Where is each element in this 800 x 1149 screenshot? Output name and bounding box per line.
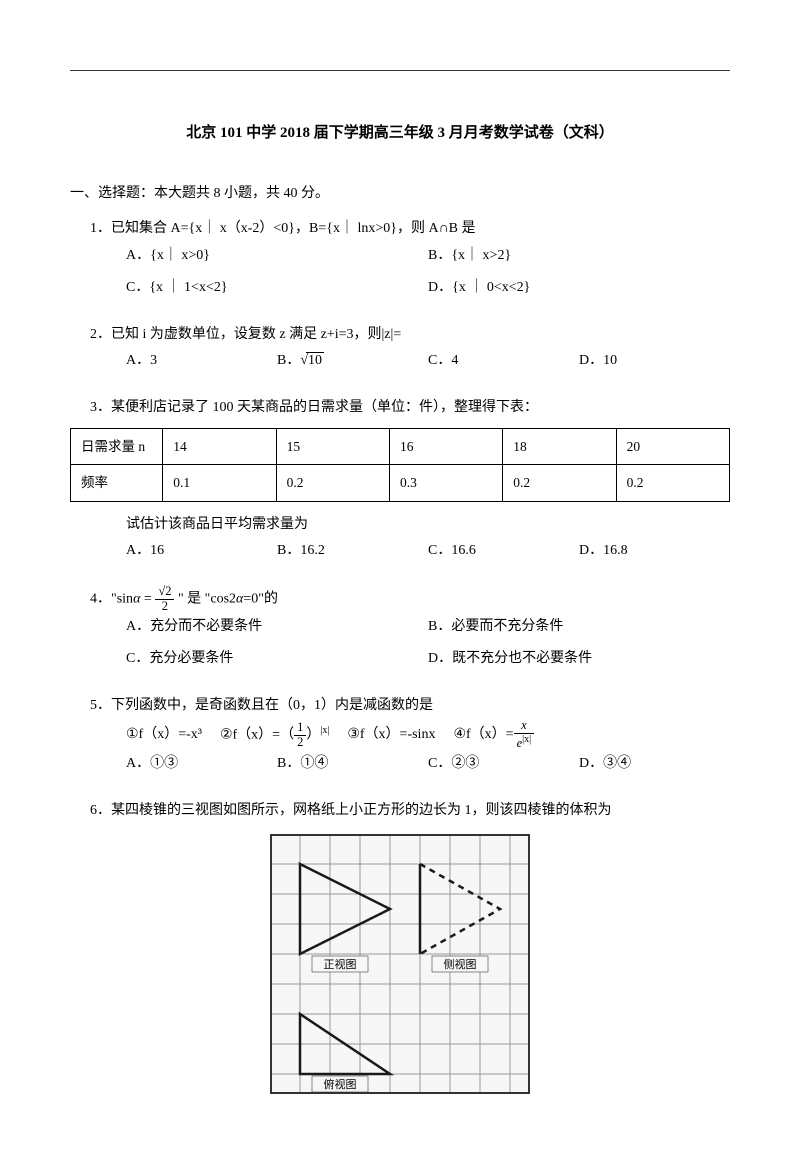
q5-option-d: D．③④: [579, 751, 730, 778]
q1-option-b: B．{x｜ x>2}: [428, 243, 730, 270]
alpha-symbol: α: [133, 592, 140, 607]
q5-func-1: ①f（x）=-x³: [126, 722, 202, 749]
exam-title: 北京 101 中学 2018 届下学期高三年级 3 月月考数学试卷（文科）: [70, 121, 730, 142]
q4-text: =0"的: [243, 592, 278, 607]
q4-option-c: C．充分必要条件: [126, 646, 428, 673]
q3-option-c: C．16.6: [428, 538, 579, 565]
q6-stem: 6．某四棱锥的三视图如图所示，网格纸上小正方形的边长为 1，则该四棱锥的体积为: [70, 798, 730, 825]
q3-sub: 试估计该商品日平均需求量为: [70, 512, 730, 539]
q5-stem: 5．下列函数中，是奇函数且在（0，1）内是减函数的是: [70, 693, 730, 720]
q4-option-b: B．必要而不充分条件: [428, 614, 730, 641]
sqrt-icon: 10: [300, 348, 324, 375]
side-view-label: 侧视图: [444, 957, 477, 971]
fraction: xe|x|: [514, 719, 535, 751]
fraction: 12: [294, 721, 306, 750]
q5-option-c: C．②③: [428, 751, 579, 778]
q4-option-d: D．既不充分也不必要条件: [428, 646, 730, 673]
table-cell: 0.3: [389, 465, 502, 502]
fraction: √2 2: [155, 585, 174, 614]
table-cell: 20: [616, 428, 729, 465]
top-view-label: 俯视图: [324, 1077, 357, 1091]
denominator: 2: [155, 600, 174, 614]
q3-option-b: B．16.2: [277, 538, 428, 565]
table-row: 频率 0.1 0.2 0.3 0.2 0.2: [71, 465, 730, 502]
q3-option-d: D．16.8: [579, 538, 730, 565]
question-2: 2．已知 i 为虚数单位，设复数 z 满足 z+i=3，则|z|= A．3 B．…: [70, 322, 730, 381]
table-cell: 15: [276, 428, 389, 465]
numerator: √2: [155, 585, 174, 600]
table-row: 日需求量 n 14 15 16 18 20: [71, 428, 730, 465]
q1-option-a: A．{x｜ x>0}: [126, 243, 428, 270]
question-6: 6．某四棱锥的三视图如图所示，网格纸上小正方形的边长为 1，则该四棱锥的体积为: [70, 798, 730, 1105]
q4-option-a: A．充分而不必要条件: [126, 614, 428, 641]
q5-option-a: A．①③: [126, 751, 277, 778]
table-cell: 16: [389, 428, 502, 465]
q5-func-2: ②f（x）=（12）|x|: [220, 721, 329, 750]
table-cell: 0.2: [503, 465, 616, 502]
section-heading: 一、选择题：本大题共 8 小题，共 40 分。: [70, 182, 730, 202]
three-view-figure: 正视图 侧视图 俯视图: [70, 834, 730, 1105]
question-5: 5．下列函数中，是奇函数且在（0，1）内是减函数的是 ①f（x）=-x³ ②f（…: [70, 693, 730, 784]
q2-option-c: C．4: [428, 348, 579, 375]
question-1: 1．已知集合 A={x｜ x（x-2）<0}，B={x｜ lnx>0}，则 A∩…: [70, 216, 730, 308]
table-cell: 18: [503, 428, 616, 465]
q5-functions: ①f（x）=-x³ ②f（x）=（12）|x| ③f（x）=-sinx ④f（x…: [70, 719, 730, 751]
q1-option-d: D．{x ｜ 0<x<2}: [428, 275, 730, 302]
page-rule: [70, 70, 730, 71]
three-view-svg: 正视图 侧视图 俯视图: [270, 834, 530, 1094]
table-cell: 14: [163, 428, 276, 465]
q2-b-prefix: B．: [277, 353, 300, 368]
table-cell: 0.2: [616, 465, 729, 502]
q5-option-b: B．①④: [277, 751, 428, 778]
question-4: 4．"sinα = √2 2 " 是 "cos2α=0"的 A．充分而不必要条件…: [70, 585, 730, 679]
q3-table: 日需求量 n 14 15 16 18 20 频率 0.1 0.2 0.3 0.2…: [70, 428, 730, 502]
equals-symbol: =: [144, 592, 152, 607]
question-3: 3．某便利店记录了 100 天某商品的日需求量（单位：件），整理得下表： 日需求…: [70, 395, 730, 571]
q2-option-b: B．10: [277, 348, 428, 375]
q4-stem: 4．"sinα = √2 2 " 是 "cos2α=0"的: [70, 585, 730, 614]
q5-func-4: ④f（x）=xe|x|: [453, 719, 534, 751]
table-cell: 0.2: [276, 465, 389, 502]
q4-text: " 是 "cos2: [178, 592, 236, 607]
front-view-label: 正视图: [324, 957, 357, 971]
q2-option-d: D．10: [579, 348, 730, 375]
q5-func-3: ③f（x）=-sinx: [347, 722, 435, 749]
q3-stem: 3．某便利店记录了 100 天某商品的日需求量（单位：件），整理得下表：: [70, 395, 730, 422]
table-cell: 0.1: [163, 465, 276, 502]
q3-option-a: A．16: [126, 538, 277, 565]
table-cell: 日需求量 n: [71, 428, 163, 465]
q4-text: 4．"sin: [90, 592, 133, 607]
q2-option-a: A．3: [126, 348, 277, 375]
q1-option-c: C．{x ｜ 1<x<2}: [126, 275, 428, 302]
q2-stem: 2．已知 i 为虚数单位，设复数 z 满足 z+i=3，则|z|=: [70, 322, 730, 349]
table-cell: 频率: [71, 465, 163, 502]
q1-stem: 1．已知集合 A={x｜ x（x-2）<0}，B={x｜ lnx>0}，则 A∩…: [70, 216, 730, 243]
